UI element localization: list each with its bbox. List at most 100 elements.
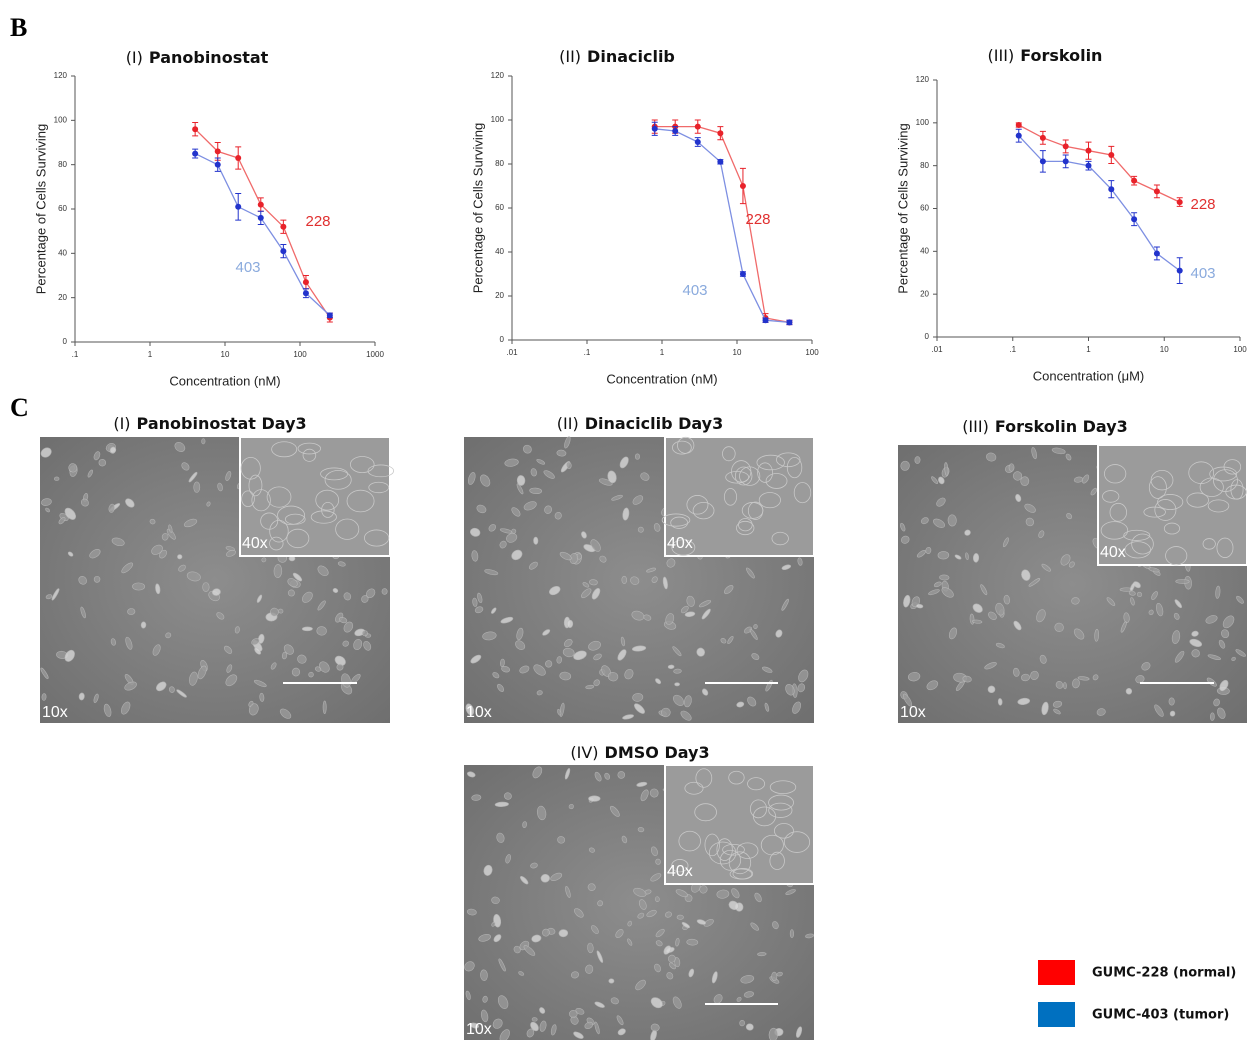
cell [317, 565, 329, 577]
cell [1175, 579, 1190, 584]
cell [568, 803, 574, 810]
cell [336, 663, 344, 671]
inset-cell [731, 460, 752, 483]
inset-cell [271, 441, 298, 458]
data-point [192, 150, 199, 157]
cell [771, 971, 778, 982]
cell [634, 453, 640, 460]
cell [516, 627, 524, 641]
cell [637, 827, 645, 833]
inset-cell [769, 851, 785, 870]
inset-cell [776, 452, 801, 468]
cell [1171, 630, 1181, 645]
cell [51, 588, 60, 601]
cell [650, 846, 658, 857]
x-axis-label: Concentration (μM) [1033, 368, 1145, 383]
cell [630, 576, 640, 585]
y-tick-label: 80 [58, 160, 67, 169]
micrograph-panel: (III) [962, 417, 989, 436]
cell [925, 546, 932, 554]
data-point [1062, 143, 1069, 150]
data-point [1176, 199, 1183, 206]
cell [588, 795, 601, 802]
cell [615, 929, 624, 939]
cell [110, 638, 116, 646]
cell [798, 669, 809, 683]
cell [1055, 681, 1064, 689]
cell [672, 694, 685, 706]
cell [545, 660, 553, 668]
inset-cell [286, 528, 310, 549]
y-tick-label: 60 [495, 203, 504, 212]
data-point [1131, 177, 1138, 184]
cell [1031, 447, 1037, 460]
cell [1017, 697, 1031, 705]
cell [751, 653, 760, 660]
data-point [694, 123, 701, 130]
cell [673, 668, 682, 674]
cell [585, 684, 595, 690]
cell [986, 452, 997, 462]
cell [515, 640, 526, 650]
cell [181, 462, 190, 471]
cell [41, 693, 47, 701]
cell [111, 537, 125, 547]
cell [202, 582, 210, 592]
cell [1205, 615, 1218, 624]
cell [674, 682, 680, 687]
cell [1082, 474, 1090, 484]
cell [80, 606, 86, 619]
x-tick-label: 100 [1233, 345, 1247, 354]
cell [649, 788, 659, 798]
inset-cell [760, 834, 784, 856]
inset-cell [315, 489, 340, 511]
data-point [1085, 162, 1092, 169]
cell [795, 1026, 803, 1038]
cell [972, 553, 980, 563]
inset-cell [321, 501, 335, 518]
micrograph-title-text: Forskolin Day3 [995, 417, 1128, 436]
cell [696, 647, 705, 657]
cell [40, 447, 52, 458]
cell [676, 914, 684, 920]
inset-cell [1102, 490, 1120, 503]
cell [193, 481, 201, 493]
y-tick-label: 40 [495, 247, 504, 256]
cell [1036, 609, 1046, 623]
cell [499, 658, 505, 668]
cell [674, 957, 681, 968]
cell [1130, 597, 1135, 606]
cell [500, 616, 514, 624]
cell [168, 686, 175, 693]
cell [474, 606, 484, 614]
cell [570, 971, 580, 979]
cell [1120, 621, 1127, 633]
cell [166, 528, 176, 540]
cell [1003, 594, 1011, 605]
cell [740, 975, 755, 984]
cell [466, 771, 476, 778]
cell [621, 835, 628, 844]
cell [1090, 487, 1098, 496]
cell [149, 518, 156, 525]
cell [550, 872, 563, 881]
cell [696, 919, 706, 925]
cell [1173, 612, 1180, 620]
cell [155, 583, 161, 595]
cell [900, 460, 910, 471]
cell [225, 471, 232, 481]
cell [903, 594, 911, 608]
cell [672, 646, 682, 657]
cell [598, 478, 613, 486]
cell [965, 552, 969, 560]
cell [764, 702, 770, 712]
cell [650, 873, 662, 882]
cell [1094, 629, 1100, 642]
x-tick-label: 100 [805, 348, 819, 357]
data-point [326, 312, 333, 319]
data-point [257, 214, 264, 221]
cell [287, 589, 295, 597]
data-point [1015, 132, 1022, 139]
cell [987, 685, 996, 694]
